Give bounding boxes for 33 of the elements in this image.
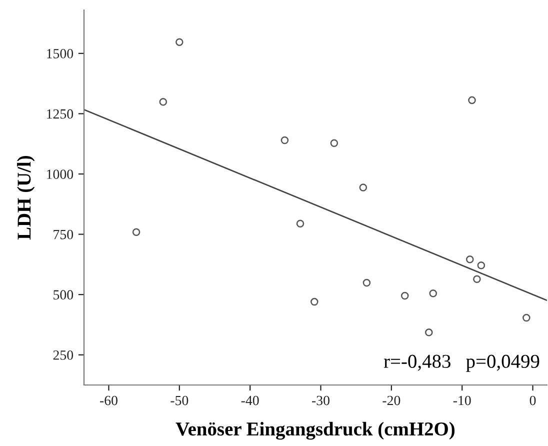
point [468,96,476,104]
point [280,136,289,144]
point [296,220,304,228]
y-axis-title: LDH (U/l) [17,156,35,240]
point [466,255,474,264]
x-tick-label: -10 [453,396,471,406]
x-tick-label: -50 [170,396,188,406]
point [429,289,438,298]
x-axis-title: Venöser Eingangsdruck (cmH2O) [176,422,455,440]
y-tick-label: 750 [54,230,74,240]
x-tick-label: -30 [312,396,330,406]
y-tick-label: 500 [54,290,74,300]
point [310,298,318,306]
annotation: r=-0,483 p=0,0499 [384,354,540,372]
y-tick-label: 1000 [47,170,74,179]
y-tick-label: 1250 [47,109,74,119]
point [522,314,530,322]
point [330,139,338,147]
x-tick-label: -60 [100,396,118,406]
point [159,98,168,106]
y-tick-label: 250 [53,350,74,360]
point [425,328,433,336]
point [176,38,184,46]
x-tick-label: -20 [382,396,400,406]
point [477,262,486,270]
x-tick-label: 0 [530,396,536,406]
y-tick-label: 1500 [47,48,74,58]
point [362,278,371,287]
point [359,184,368,192]
x-tick-label: -40 [241,396,259,406]
point [473,275,481,284]
point [132,228,140,236]
point [400,292,409,300]
